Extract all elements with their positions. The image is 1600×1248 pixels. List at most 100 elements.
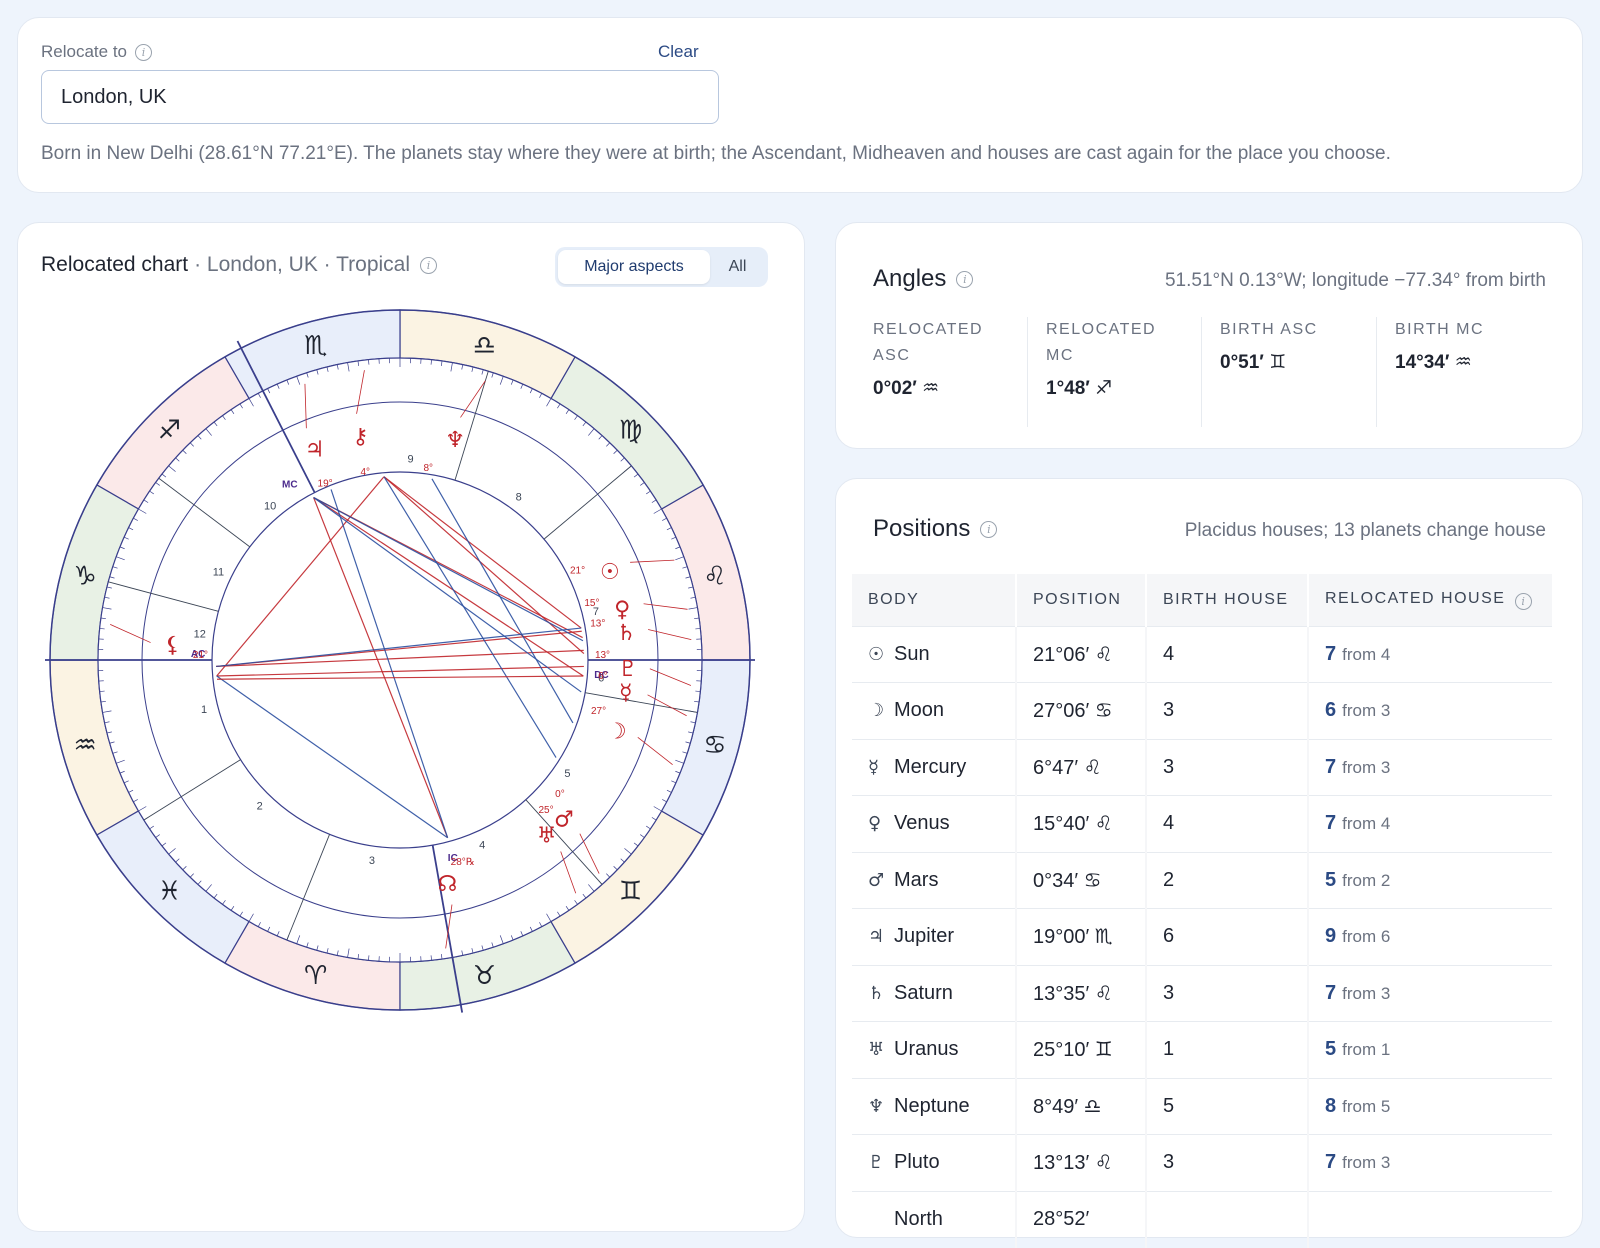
body-cell: ♇Pluto bbox=[852, 1135, 1016, 1192]
cancer-icon: ♋ bbox=[703, 730, 726, 760]
neptune-icon: ♆ bbox=[445, 428, 465, 453]
chart-card: Relocated chart · London, UK · Tropical … bbox=[17, 222, 805, 1232]
body-name: Mars bbox=[894, 869, 938, 891]
position-cell: 19°00′ ♏ bbox=[1016, 909, 1146, 966]
lilith-icon: ⚸ bbox=[164, 633, 180, 658]
position-cell: 21°06′ ♌ bbox=[1016, 626, 1146, 683]
body-name: Saturn bbox=[894, 982, 953, 1004]
angle-relocated-asc: RELOCATED ASC 0°02′ ♒ bbox=[873, 317, 1043, 427]
relocated-house-number: 5 bbox=[1325, 869, 1336, 891]
relocated-house-number: 7 bbox=[1325, 1151, 1336, 1173]
angle-label: BIRTH MC bbox=[1395, 317, 1535, 343]
body-cell: ♆Neptune bbox=[852, 1078, 1016, 1135]
aspect-toggle: Major aspects All bbox=[555, 247, 768, 287]
aries-icon: ♈ bbox=[304, 961, 327, 991]
planet-glyph-icon: ☽ bbox=[868, 700, 894, 721]
column-header-relocated-house: RELOCATED HOUSE i bbox=[1308, 574, 1552, 626]
birth-house-cell: 4 bbox=[1146, 626, 1308, 683]
relocate-card: Relocate to i Clear Born in New Delhi (2… bbox=[17, 17, 1583, 193]
relocated-house-number: 7 bbox=[1325, 982, 1336, 1004]
natal-chart-wheel: ♒♓♈♉♊♋♌♍♎♏♐♑123456789101112ACMCDCIC☉21°♀… bbox=[45, 305, 755, 1015]
planet-degree-label: 8° bbox=[423, 463, 433, 474]
taurus-icon: ♉ bbox=[473, 961, 496, 991]
birth-house-cell: 1 bbox=[1146, 1022, 1308, 1079]
house-number: 8 bbox=[516, 492, 522, 504]
major-aspects-button[interactable]: Major aspects bbox=[558, 250, 710, 284]
body-name: Neptune bbox=[894, 1095, 970, 1117]
body-cell: ♀Venus bbox=[852, 796, 1016, 853]
position-cell: 6°47′ ♌ bbox=[1016, 739, 1146, 796]
relocated-house-number: 8 bbox=[1325, 1095, 1336, 1117]
angle-value: 1°48′ ♐ bbox=[1046, 377, 1197, 400]
column-header-body: BODY bbox=[852, 574, 1016, 626]
info-icon[interactable]: i bbox=[420, 257, 437, 274]
planet-degree-label: 19° bbox=[318, 479, 333, 490]
relocated-house-cell bbox=[1308, 1191, 1552, 1248]
relocated-house-number: 5 bbox=[1325, 1038, 1336, 1060]
table-header-row: BODY POSITION BIRTH HOUSE RELOCATED HOUS… bbox=[852, 574, 1552, 626]
clear-button[interactable]: Clear bbox=[658, 42, 699, 62]
house-number: 4 bbox=[479, 840, 485, 852]
relocated-house-number: 6 bbox=[1325, 699, 1336, 721]
birth-house-cell bbox=[1146, 1191, 1308, 1248]
gemini-icon: ♊ bbox=[619, 877, 642, 907]
relocated-house-from: from 3 bbox=[1342, 1153, 1390, 1172]
relocate-note: Born in New Delhi (28.61°N 77.21°E). The… bbox=[41, 143, 1391, 165]
position-cell: 27°06′ ♋ bbox=[1016, 683, 1146, 740]
birth-house-cell: 6 bbox=[1146, 909, 1308, 966]
birth-house-cell: 3 bbox=[1146, 683, 1308, 740]
uranus-icon: ♅ bbox=[537, 824, 557, 849]
relocated-house-cell: 8 from 5 bbox=[1308, 1078, 1552, 1135]
column-header-label: RELOCATED HOUSE bbox=[1325, 590, 1505, 607]
birth-house-cell: 5 bbox=[1146, 1078, 1308, 1135]
angle-value: 0°51′ ♊ bbox=[1220, 351, 1371, 374]
leo-icon: ♌ bbox=[703, 562, 726, 592]
relocated-house-from: from 4 bbox=[1342, 814, 1390, 833]
relocated-house-from: from 5 bbox=[1342, 1097, 1390, 1116]
relocated-house-from: from 2 bbox=[1342, 871, 1390, 890]
planet-glyph-icon: ♇ bbox=[868, 1152, 894, 1173]
info-icon[interactable]: i bbox=[135, 44, 152, 61]
angle-birth-asc: BIRTH ASC 0°51′ ♊ bbox=[1201, 317, 1371, 427]
pluto-icon: ♇ bbox=[618, 657, 638, 682]
planet-degree-label: 15° bbox=[584, 598, 599, 609]
chiron-icon: ⚷ bbox=[352, 424, 368, 449]
relocated-house-number: 7 bbox=[1325, 812, 1336, 834]
saturn-icon: ♄ bbox=[616, 621, 636, 646]
angles-meta: 51.51°N 0.13°W; longitude −77.34° from b… bbox=[1165, 270, 1546, 292]
position-cell: 15°40′ ♌ bbox=[1016, 796, 1146, 853]
birth-house-cell: 2 bbox=[1146, 852, 1308, 909]
body-cell: ☉Sun bbox=[852, 626, 1016, 683]
body-cell: ♂Mars bbox=[852, 852, 1016, 909]
birth-house-cell: 3 bbox=[1146, 965, 1308, 1022]
info-icon[interactable]: i bbox=[1515, 593, 1532, 610]
pisces-icon: ♓ bbox=[158, 877, 181, 907]
relocate-input[interactable] bbox=[41, 70, 719, 124]
info-icon[interactable]: i bbox=[956, 271, 973, 288]
birth-house-cell: 3 bbox=[1146, 1135, 1308, 1192]
angle-label-mc: MC bbox=[282, 480, 298, 491]
mars-icon: ♂ bbox=[554, 807, 574, 832]
all-aspects-button[interactable]: All bbox=[710, 250, 765, 284]
moon-icon: ☽ bbox=[607, 719, 627, 744]
angle-label: RELOCATED ASC bbox=[873, 317, 1013, 369]
info-icon[interactable]: i bbox=[980, 521, 997, 538]
positions-table: BODY POSITION BIRTH HOUSE RELOCATED HOUS… bbox=[852, 574, 1552, 1248]
column-header-birth-house: BIRTH HOUSE bbox=[1146, 574, 1308, 626]
house-number: 12 bbox=[194, 629, 206, 641]
body-name: Venus bbox=[894, 812, 950, 834]
chart-header: Relocated chart · London, UK · Tropical … bbox=[41, 253, 437, 277]
relocated-house-from: from 6 bbox=[1342, 927, 1390, 946]
body-cell: ♅Uranus bbox=[852, 1022, 1016, 1079]
body-name: Mercury bbox=[894, 756, 966, 778]
relocated-house-from: from 3 bbox=[1342, 984, 1390, 1003]
